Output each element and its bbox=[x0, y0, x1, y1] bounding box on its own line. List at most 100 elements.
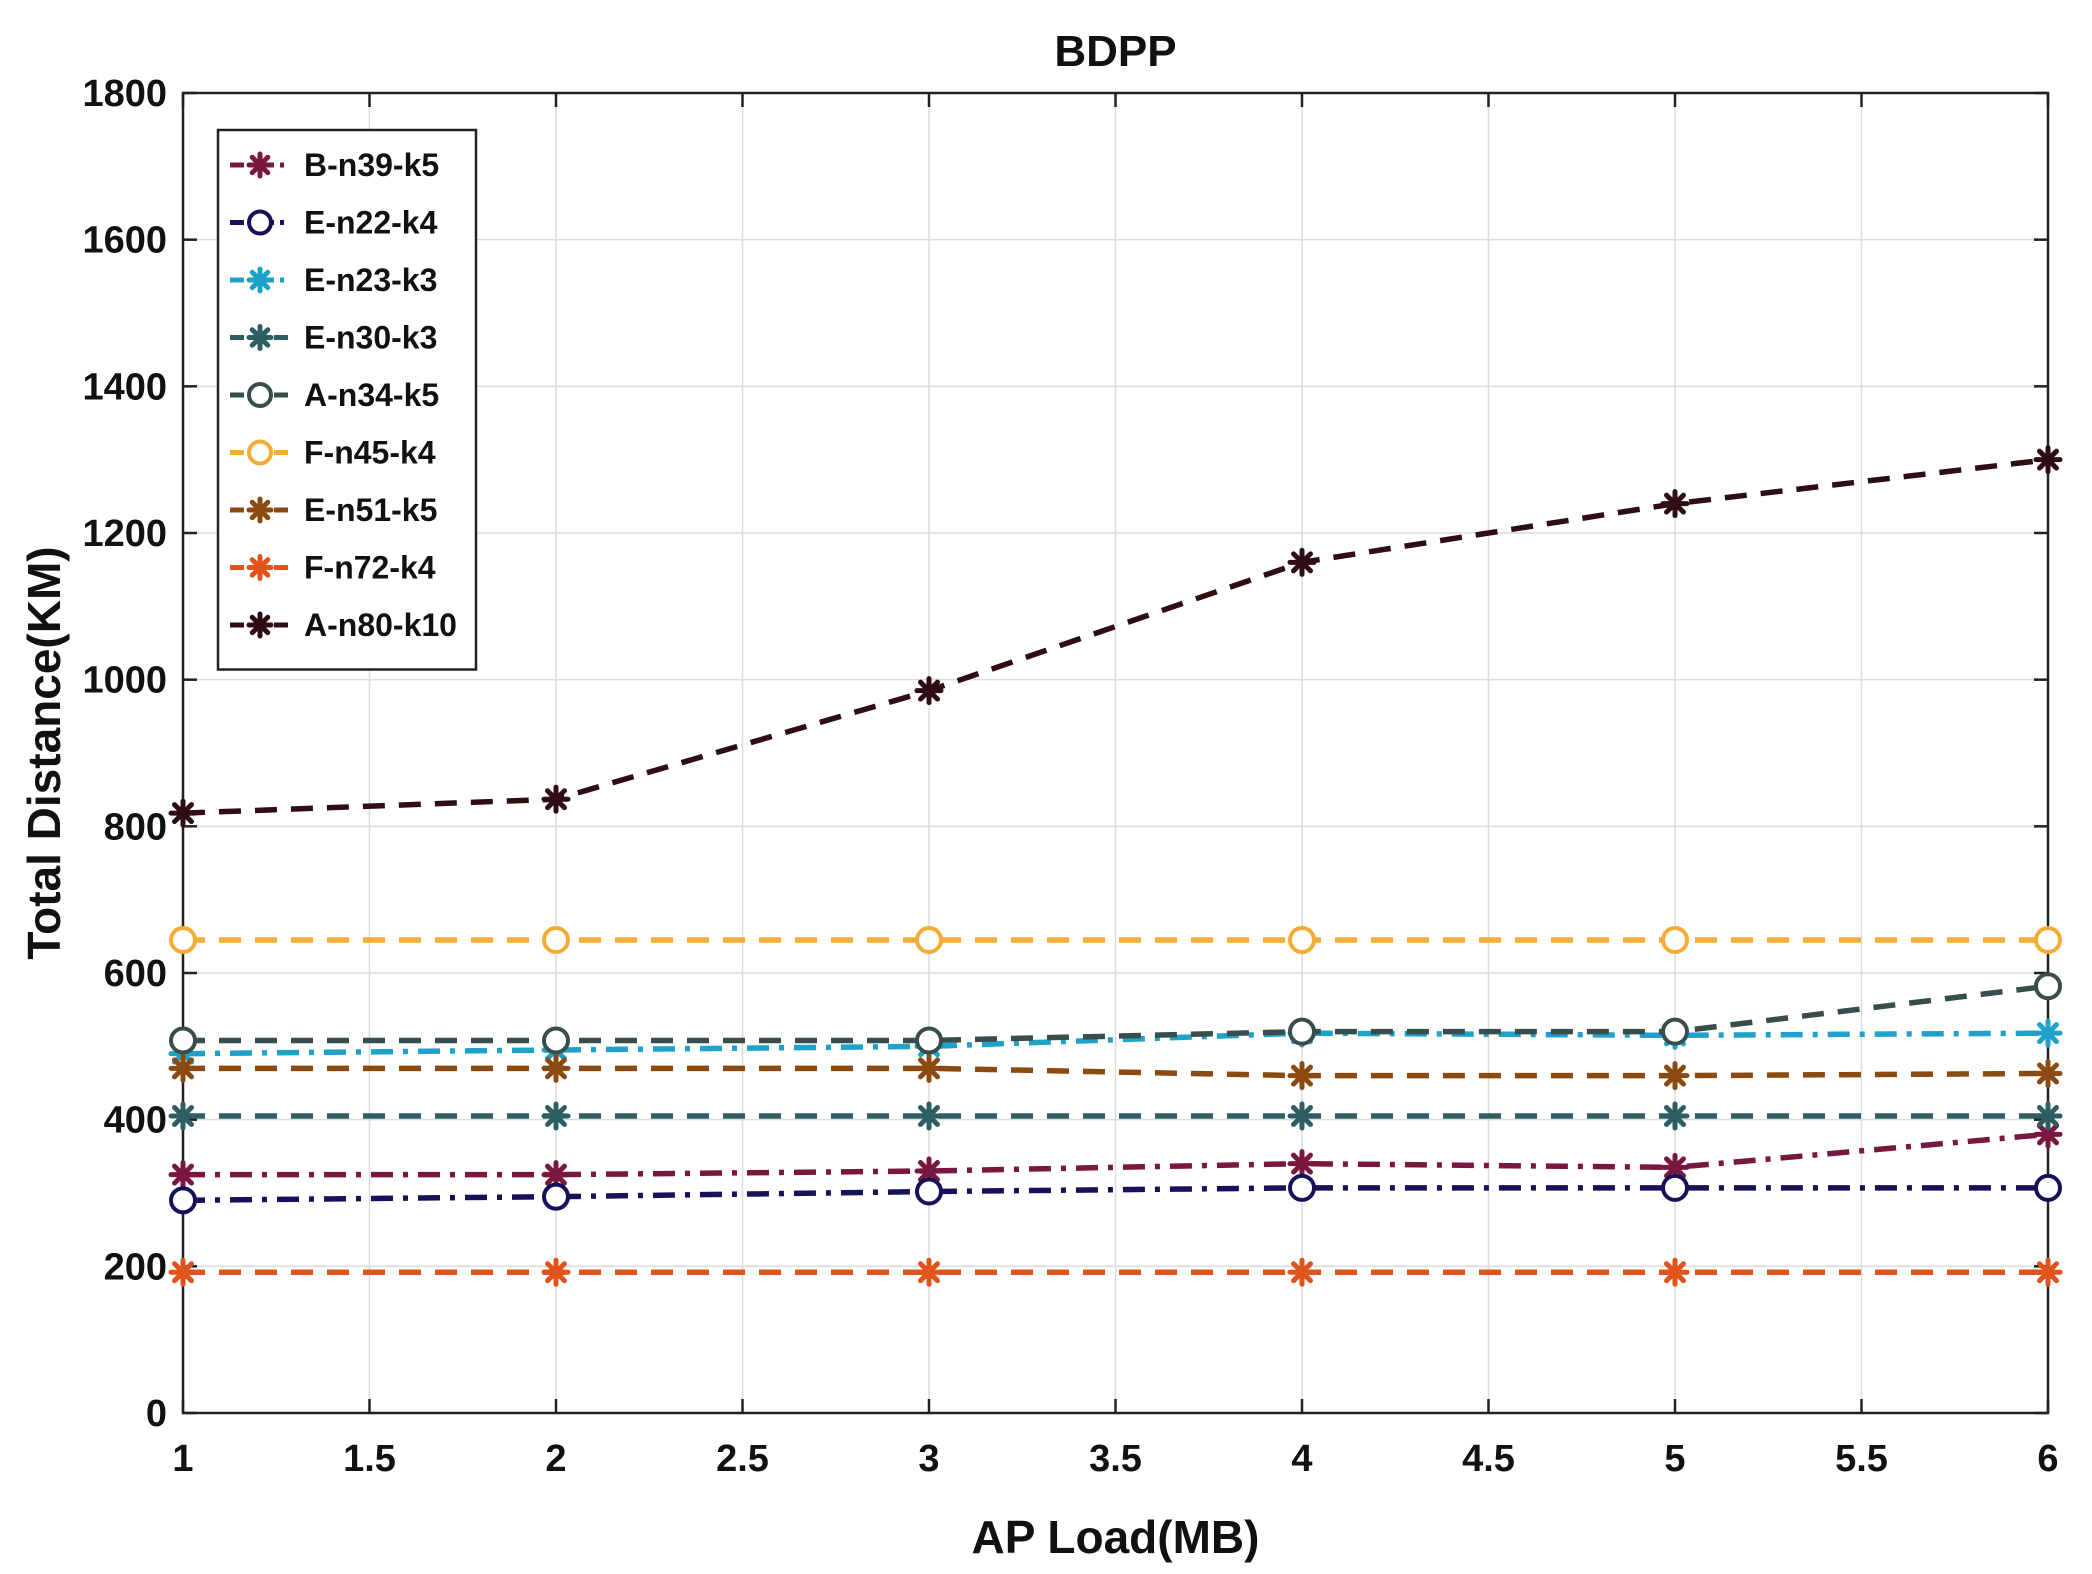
legend-marker bbox=[246, 151, 274, 179]
data-point bbox=[169, 1026, 197, 1055]
data-point bbox=[168, 1101, 198, 1131]
series-line bbox=[182, 1185, 2048, 1204]
series-E-n51-k5 bbox=[168, 1053, 2063, 1091]
x-tick-label: 5 bbox=[1664, 1438, 1685, 1480]
data-point bbox=[169, 1186, 197, 1215]
data-point bbox=[1660, 1101, 1690, 1131]
data-point bbox=[1287, 1101, 1317, 1131]
data-point bbox=[2033, 1058, 2063, 1088]
data-point bbox=[914, 1257, 944, 1287]
legend-marker bbox=[247, 439, 273, 466]
y-tick-label: 800 bbox=[104, 806, 167, 848]
data-point bbox=[1660, 1257, 1690, 1287]
x-axis-label: AP Load(MB) bbox=[972, 1511, 1260, 1563]
data-point bbox=[542, 1026, 570, 1055]
legend-label: A-n34-k5 bbox=[304, 377, 439, 413]
legend-label: F-n45-k4 bbox=[304, 435, 436, 471]
legend-marker bbox=[247, 209, 273, 236]
legend-item: E-n51-k5 bbox=[230, 492, 437, 528]
legend-label: E-n22-k4 bbox=[304, 205, 438, 241]
legend-marker bbox=[246, 266, 274, 294]
y-axis-label: Total Distance(KM) bbox=[18, 546, 70, 959]
y-tick-label: 200 bbox=[104, 1246, 167, 1288]
x-tick-label: 3.5 bbox=[1089, 1438, 1142, 1480]
data-point bbox=[2033, 1101, 2063, 1131]
y-tick-label: 400 bbox=[104, 1100, 167, 1142]
series-group bbox=[168, 445, 2063, 1287]
legend-label: E-n51-k5 bbox=[304, 492, 437, 528]
series-A-n80-k10 bbox=[168, 445, 2063, 828]
data-point bbox=[1287, 1149, 1317, 1179]
data-point bbox=[541, 1101, 571, 1131]
data-point bbox=[2033, 1018, 2063, 1048]
data-point bbox=[541, 1053, 571, 1083]
y-tick-label: 600 bbox=[104, 953, 167, 995]
data-point bbox=[2034, 1173, 2062, 1202]
series-E-n30-k3 bbox=[168, 1101, 2063, 1131]
data-point bbox=[1287, 1061, 1317, 1091]
legend-marker bbox=[246, 496, 274, 524]
data-point bbox=[1660, 1061, 1690, 1091]
y-tick-label: 1800 bbox=[82, 73, 167, 115]
data-point bbox=[168, 1257, 198, 1287]
grid bbox=[183, 93, 2048, 1413]
data-point bbox=[1287, 1257, 1317, 1287]
legend-label: E-n23-k3 bbox=[304, 262, 437, 298]
legend-marker bbox=[246, 611, 274, 639]
data-point bbox=[1660, 489, 1690, 519]
data-point bbox=[542, 926, 570, 954]
data-point bbox=[168, 798, 198, 828]
legend-item: E-n22-k4 bbox=[230, 205, 438, 241]
legend: B-n39-k5 E-n22-k4 E-n23-k3 E-n30-k3 A-n34-k5… bbox=[216, 128, 478, 671]
y-tick-label: 0 bbox=[146, 1393, 167, 1435]
data-point bbox=[915, 926, 943, 954]
data-point bbox=[914, 1101, 944, 1131]
legend-marker bbox=[246, 324, 274, 351]
data-point bbox=[914, 1053, 944, 1083]
data-point bbox=[1287, 547, 1317, 577]
chart-title: BDPP bbox=[1054, 27, 1176, 76]
data-point bbox=[2034, 926, 2062, 954]
series-A-n34-k5 bbox=[169, 972, 2062, 1055]
data-point bbox=[1288, 1017, 1316, 1046]
legend-label: F-n72-k4 bbox=[304, 550, 436, 586]
legend-label: E-n30-k3 bbox=[304, 320, 437, 356]
legend-label: A-n80-k10 bbox=[304, 607, 457, 643]
data-point bbox=[1661, 926, 1689, 954]
data-point bbox=[914, 676, 944, 706]
series-line bbox=[183, 983, 2049, 1044]
data-point bbox=[1661, 1017, 1689, 1046]
x-tick-label: 5.5 bbox=[1835, 1438, 1888, 1480]
legend-marker bbox=[247, 382, 273, 408]
series-line bbox=[182, 1030, 2049, 1057]
data-point bbox=[1661, 1173, 1689, 1202]
axis-ticks: 1 1.5 2 2.5 3 3.5 4 4.5 5 5.5 6 0 200 400 600 800 1000 12… bbox=[82, 73, 2058, 1480]
series-E-n22-k4 bbox=[169, 1173, 2062, 1215]
legend-item: E-n23-k3 bbox=[230, 262, 437, 298]
y-tick-label: 1400 bbox=[82, 366, 167, 408]
x-tick-label: 6 bbox=[2037, 1438, 2058, 1480]
data-point bbox=[1288, 1173, 1316, 1202]
legend-label: B-n39-k5 bbox=[304, 147, 439, 183]
series-line bbox=[183, 1131, 2049, 1178]
y-tick-label: 1000 bbox=[82, 660, 167, 702]
data-point bbox=[542, 1182, 570, 1211]
data-point bbox=[915, 1177, 943, 1206]
data-point bbox=[168, 1160, 198, 1190]
data-point bbox=[2034, 972, 2062, 1001]
data-point bbox=[2033, 445, 2063, 475]
x-tick-label: 1 bbox=[172, 1438, 193, 1480]
x-tick-label: 4 bbox=[1291, 1438, 1312, 1480]
y-tick-label: 1200 bbox=[82, 513, 167, 555]
series-F-n72-k4 bbox=[168, 1257, 2063, 1287]
legend-item: B-n39-k5 bbox=[230, 147, 439, 183]
y-tick-label: 1600 bbox=[82, 220, 167, 262]
legend-item: A-n34-k5 bbox=[230, 377, 439, 413]
data-point bbox=[541, 1257, 571, 1287]
x-tick-label: 3 bbox=[918, 1438, 939, 1480]
legend-item: F-n72-k4 bbox=[230, 550, 436, 586]
x-tick-label: 1.5 bbox=[343, 1438, 396, 1480]
data-point bbox=[1288, 926, 1316, 954]
series-B-n39-k5 bbox=[168, 1119, 2063, 1190]
